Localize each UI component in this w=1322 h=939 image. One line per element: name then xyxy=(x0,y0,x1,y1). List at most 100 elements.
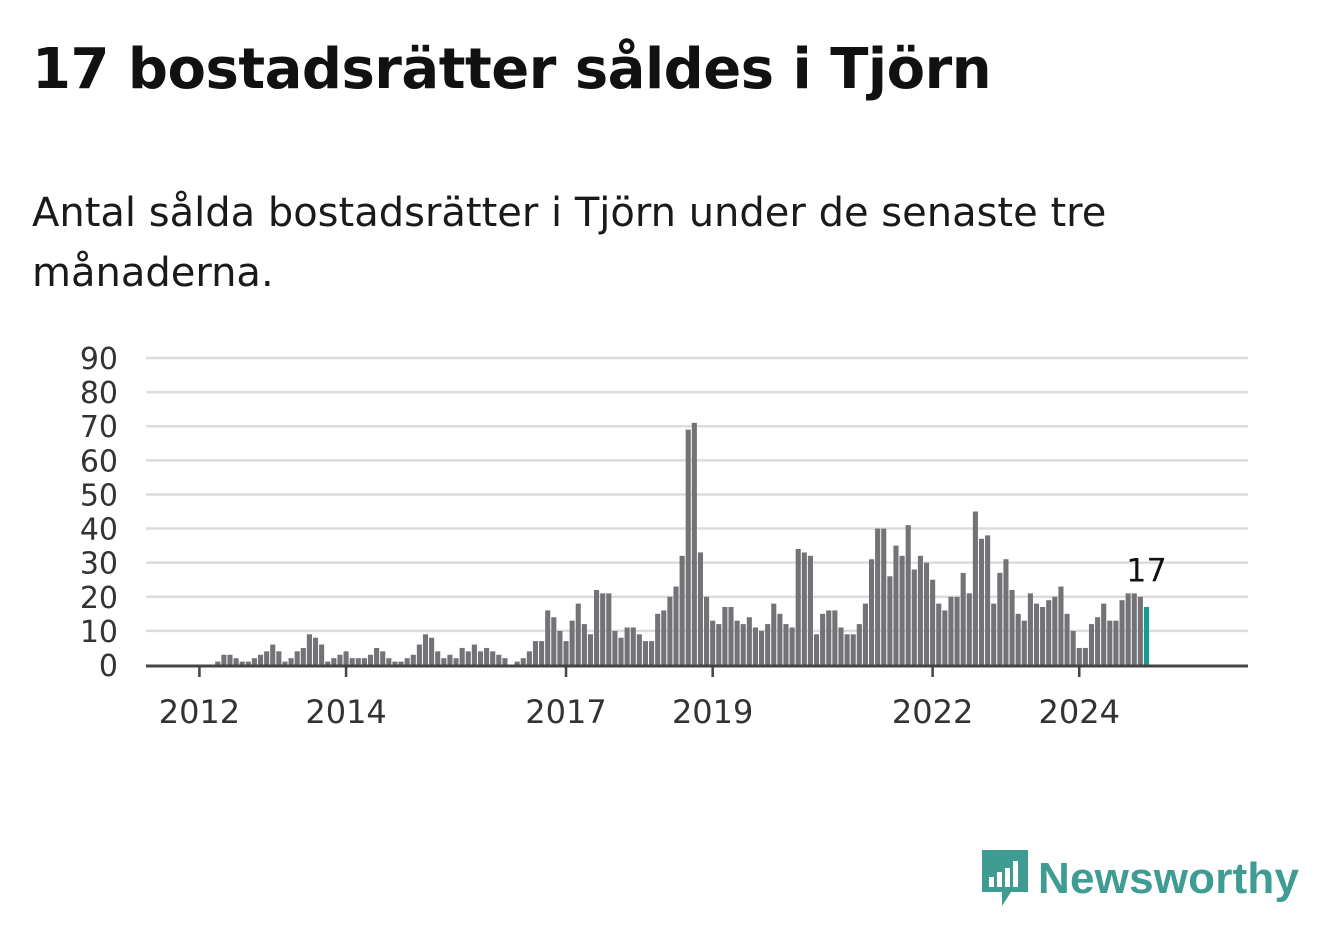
bar xyxy=(264,651,270,665)
bar xyxy=(569,620,575,665)
last-value-label: 17 xyxy=(1126,551,1167,589)
bar xyxy=(380,651,386,665)
bar xyxy=(704,596,710,665)
bar xyxy=(795,549,801,665)
bar xyxy=(685,429,691,665)
bar xyxy=(930,579,936,665)
bar xyxy=(612,630,618,665)
bar xyxy=(245,661,251,665)
bar xyxy=(257,654,264,665)
bar xyxy=(734,620,740,665)
bar xyxy=(1095,617,1101,665)
bar xyxy=(392,661,398,665)
bar xyxy=(820,613,826,665)
bar xyxy=(215,661,221,665)
bar xyxy=(581,624,587,665)
bar xyxy=(710,620,716,665)
bar xyxy=(642,641,649,665)
bar xyxy=(875,528,881,665)
bar xyxy=(618,637,624,665)
bar xyxy=(966,593,972,665)
bar xyxy=(917,555,923,665)
y-tick-label: 30 xyxy=(80,547,118,582)
bar xyxy=(374,647,380,665)
bar xyxy=(1064,613,1070,665)
bar xyxy=(1131,593,1137,665)
bar xyxy=(227,654,233,665)
bar xyxy=(746,617,752,665)
bar xyxy=(972,511,978,665)
bar xyxy=(300,647,306,665)
bar xyxy=(551,617,557,665)
bar xyxy=(991,603,997,665)
bar xyxy=(1052,596,1058,665)
bar xyxy=(826,610,832,665)
y-tick-label: 70 xyxy=(80,410,118,445)
x-tick-label: 2022 xyxy=(892,693,973,731)
bar xyxy=(765,624,771,665)
bar xyxy=(532,641,539,665)
y-tick-label: 20 xyxy=(80,581,118,616)
bar xyxy=(1046,600,1052,665)
bar xyxy=(960,572,966,665)
bar xyxy=(1070,630,1076,665)
x-tick-label: 2012 xyxy=(159,693,240,731)
bar xyxy=(1040,607,1046,665)
bar xyxy=(948,596,954,665)
bar xyxy=(728,607,734,665)
bar xyxy=(545,610,551,665)
bar xyxy=(404,658,410,665)
y-tick-label: 90 xyxy=(80,342,118,377)
bar xyxy=(838,627,844,665)
y-tick-label: 40 xyxy=(80,513,118,548)
bar xyxy=(1058,586,1064,665)
bar xyxy=(1088,624,1095,665)
bar xyxy=(997,572,1003,665)
bar xyxy=(1119,600,1125,665)
bar xyxy=(624,627,630,665)
bar xyxy=(630,627,636,665)
bar xyxy=(954,596,960,665)
bar xyxy=(270,644,276,665)
bar xyxy=(978,538,985,665)
bar xyxy=(471,644,477,665)
y-tick-label: 10 xyxy=(80,615,118,650)
bar xyxy=(276,651,282,665)
y-tick-label: 80 xyxy=(80,376,118,411)
bar xyxy=(771,603,777,665)
bar xyxy=(575,603,581,665)
bar xyxy=(923,562,930,665)
bar xyxy=(294,651,300,665)
bar xyxy=(1125,593,1131,665)
newsworthy-logo: Newsworthy xyxy=(980,848,1299,910)
bar xyxy=(1082,647,1088,665)
bar xyxy=(1021,620,1027,665)
bar xyxy=(422,634,429,665)
chart-subtitle: Antal sålda bostadsrätter i Tjörn under … xyxy=(32,190,1107,296)
bar xyxy=(905,525,911,665)
bar xyxy=(496,654,502,665)
bar xyxy=(606,593,612,665)
bar xyxy=(441,658,447,665)
bar xyxy=(807,555,813,665)
x-tick-label: 2019 xyxy=(672,693,753,731)
bar xyxy=(752,627,758,665)
bar xyxy=(832,610,838,665)
x-tick-label: 2017 xyxy=(525,693,606,731)
bar xyxy=(343,651,349,665)
bar xyxy=(410,654,416,665)
bar-highlight xyxy=(1143,607,1150,665)
bar xyxy=(484,647,490,665)
bar xyxy=(899,555,905,665)
bar xyxy=(459,647,465,665)
y-tick-label: 0 xyxy=(99,649,118,684)
bar xyxy=(1033,603,1040,665)
bar xyxy=(716,624,722,665)
bar xyxy=(1015,613,1021,665)
bar xyxy=(1101,603,1107,665)
bar xyxy=(1076,647,1082,665)
bar xyxy=(282,661,288,665)
bar xyxy=(221,654,227,665)
bar xyxy=(465,651,471,665)
bar xyxy=(667,596,673,665)
